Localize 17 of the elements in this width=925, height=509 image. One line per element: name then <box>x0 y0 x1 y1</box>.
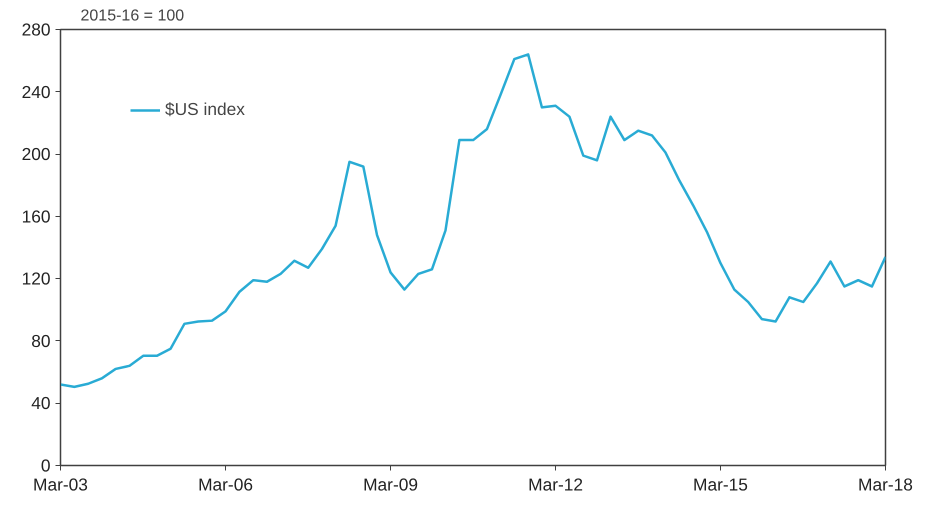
y-axis-title: 2015-16 = 100 <box>80 8 184 24</box>
x-tick-label: Mar-09 <box>363 474 418 494</box>
x-tick-label: Mar-06 <box>198 474 253 494</box>
y-tick-label: 80 <box>31 330 51 351</box>
line-series <box>60 53 886 388</box>
y-tick-label: 40 <box>31 393 51 414</box>
y-tick-label: 120 <box>22 268 51 289</box>
x-tick-label: Mar-15 <box>693 474 748 494</box>
y-tick-label: 160 <box>22 206 51 226</box>
y-tick-label: 280 <box>22 20 51 40</box>
y-tick-label: 240 <box>22 82 51 102</box>
x-tick-label: Mar-18 <box>858 474 913 494</box>
legend-label: $US index <box>165 99 245 120</box>
x-tick-label: Mar-03 <box>33 474 88 494</box>
y-tick-label: 200 <box>22 144 51 164</box>
y-tick-label: 0 <box>40 456 51 476</box>
x-tick-label: Mar-12 <box>528 474 584 494</box>
